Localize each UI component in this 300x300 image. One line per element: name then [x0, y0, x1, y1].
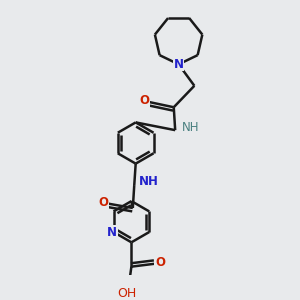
Text: OH: OH: [118, 287, 137, 300]
Text: NH: NH: [139, 175, 159, 188]
Text: NH: NH: [182, 121, 200, 134]
Text: O: O: [139, 94, 149, 107]
Text: N: N: [174, 58, 184, 71]
Text: O: O: [98, 196, 108, 209]
Text: N: N: [107, 226, 117, 238]
Text: O: O: [155, 256, 165, 269]
